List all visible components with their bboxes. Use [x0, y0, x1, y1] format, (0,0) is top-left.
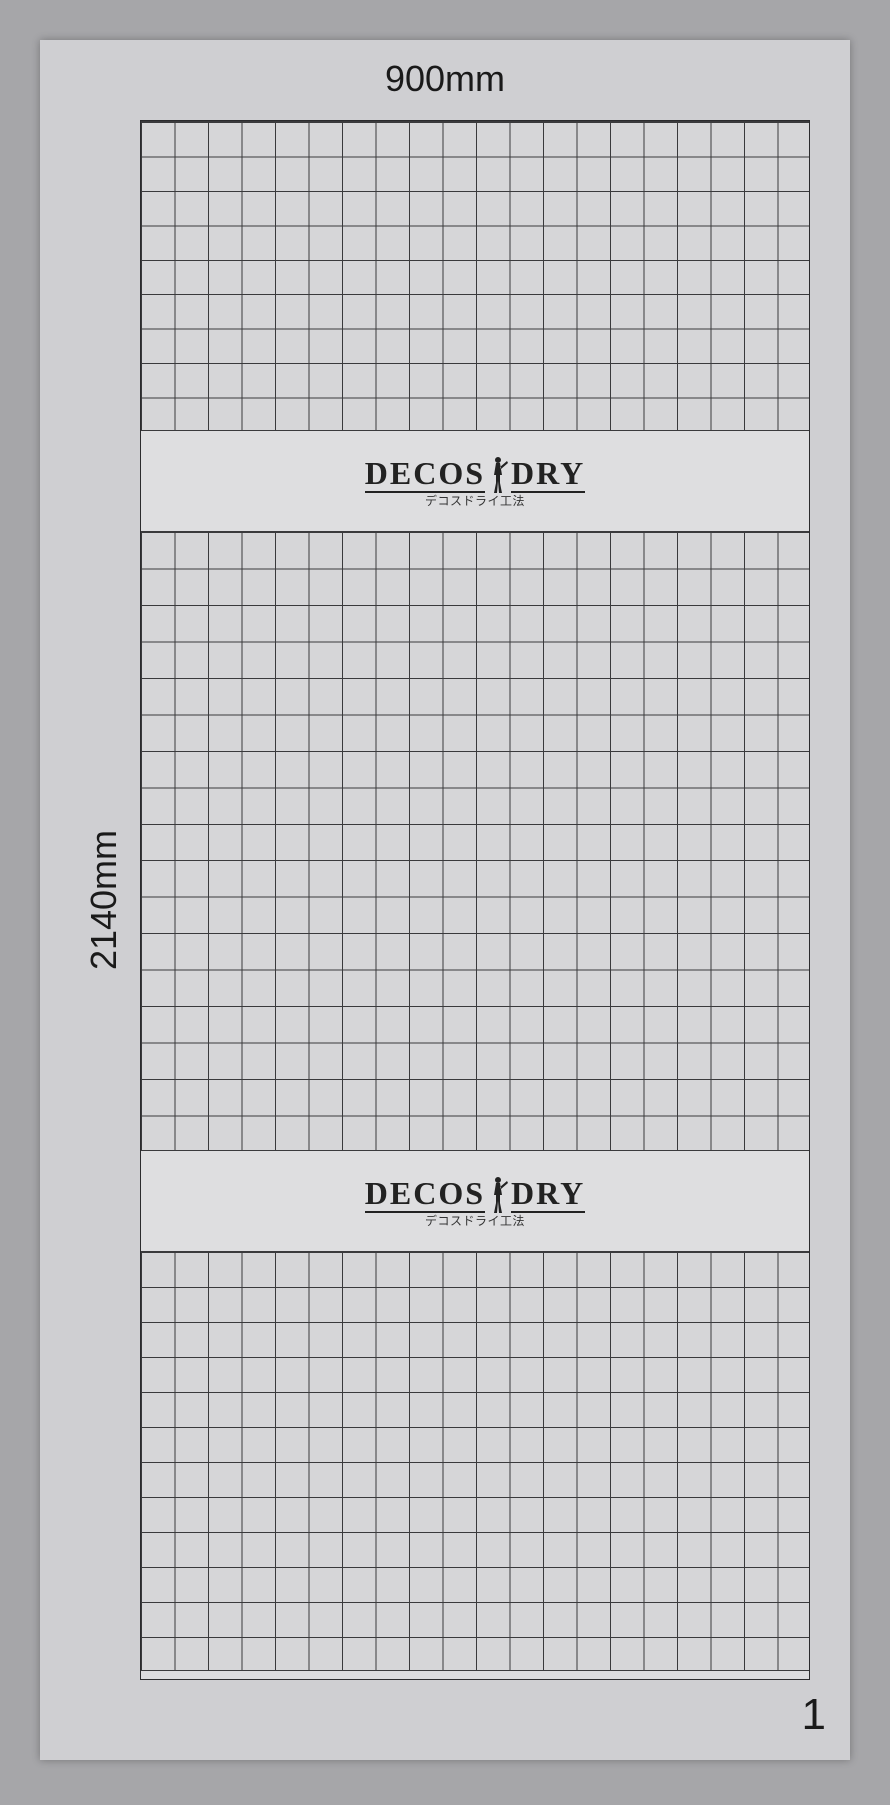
worker-silhouette-icon [487, 1175, 509, 1215]
paper-page: 900mm 2140mm DECOS DRY デコスドライ工法 DECOS DRY デコス… [40, 40, 850, 1760]
logo-word-left: DECOS [365, 1177, 485, 1213]
brand-logo: DECOS DRY デコスドライ工法 [365, 1175, 585, 1227]
logo-subtitle: デコスドライ工法 [365, 495, 585, 507]
product-sheet-diagram: DECOS DRY デコスドライ工法 DECOS DRY デコスドライ工法 [140, 120, 810, 1680]
logo-word-left: DECOS [365, 457, 485, 493]
page-number: 1 [802, 1690, 826, 1740]
width-dimension-label: 900mm [40, 58, 850, 100]
logo-band: DECOS DRY デコスドライ工法 [141, 1151, 809, 1251]
height-dimension-label: 2140mm [83, 830, 125, 970]
logo-word-right: DRY [511, 457, 585, 493]
brand-logo: DECOS DRY デコスドライ工法 [365, 455, 585, 507]
grid-section [141, 121, 809, 431]
grid-section [141, 531, 809, 1151]
logo-word-right: DRY [511, 1177, 585, 1213]
worker-silhouette-icon [487, 455, 509, 495]
logo-subtitle: デコスドライ工法 [365, 1215, 585, 1227]
grid-section [141, 1251, 809, 1671]
logo-band: DECOS DRY デコスドライ工法 [141, 431, 809, 531]
